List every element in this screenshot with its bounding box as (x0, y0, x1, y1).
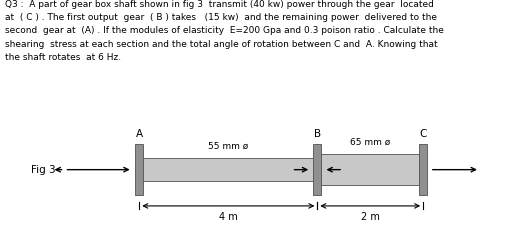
Text: 4 m: 4 m (219, 212, 238, 222)
Text: C: C (420, 129, 427, 139)
Text: 55 mm ø: 55 mm ø (208, 142, 249, 151)
Text: A: A (136, 129, 143, 139)
Bar (135, 144, 143, 195)
Text: B: B (314, 129, 321, 139)
Text: Q3 :  A part of gear box shaft shown in fig 3  transmit (40 kw) power through th: Q3 : A part of gear box shaft shown in f… (5, 0, 444, 62)
Text: 65 mm ø: 65 mm ø (350, 138, 391, 147)
Bar (317, 154, 423, 185)
Text: Fig 3: Fig 3 (31, 165, 56, 175)
Bar (313, 144, 321, 195)
Bar (139, 158, 317, 181)
Bar (419, 144, 427, 195)
Text: 2 m: 2 m (361, 212, 380, 222)
